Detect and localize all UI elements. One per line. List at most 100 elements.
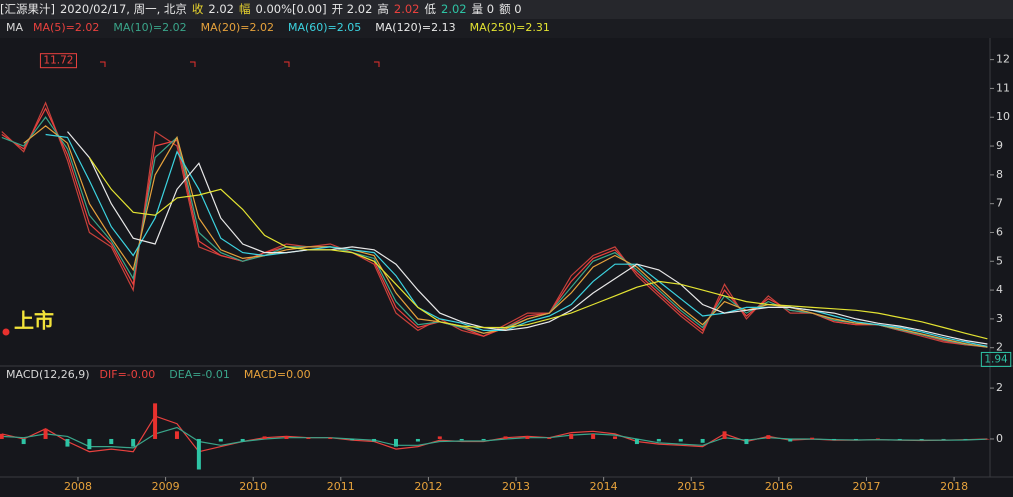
macd-bar [306, 437, 311, 439]
macd-bar [21, 438, 26, 445]
x-tick-label: 2010 [239, 480, 267, 493]
stock-name: [汇源果汁] [0, 2, 55, 16]
y-tick-label: 0 [996, 432, 1003, 445]
x-tick-label: 2012 [414, 480, 442, 493]
y-tick-label: 5 [996, 254, 1003, 267]
macd-bar [919, 438, 924, 440]
macd-bar [394, 438, 398, 447]
x-tick-label: 2016 [765, 480, 793, 493]
macd-bar [481, 438, 486, 441]
macd-bar [832, 438, 837, 441]
legend-entry: DEA=-0.01 [169, 368, 230, 381]
x-tick-label: 2013 [502, 480, 530, 493]
macd-bar [547, 437, 552, 439]
macd-bar [415, 438, 420, 442]
macd-bar [503, 436, 508, 439]
macd-bar [897, 438, 902, 440]
legend-title: MACD(12,26,9) [6, 368, 90, 381]
value: 2.02 [441, 2, 467, 16]
y-tick-label: 12 [996, 53, 1010, 66]
macd-bar [722, 431, 727, 439]
macd-bar [656, 438, 661, 442]
macd-bar [174, 431, 179, 439]
macd-bar [744, 438, 749, 445]
series-line [23, 125, 988, 348]
x-tick-label: 2011 [327, 480, 355, 493]
value: 开 2.02 [331, 2, 373, 16]
annotation: 上市 [14, 309, 54, 333]
series-line [1, 426, 988, 449]
y-tick-label: 11 [996, 81, 1010, 94]
series-line [88, 157, 988, 340]
series-line [67, 131, 988, 345]
macd-bar [941, 438, 946, 440]
series-line [45, 133, 988, 347]
legend-entry: MA(60)=2.05 [288, 21, 361, 34]
macd-bar [985, 438, 990, 440]
extreme-box [980, 351, 1012, 367]
macd-bar [810, 437, 815, 439]
macd-bar [853, 438, 858, 440]
legend-entry: MA(10)=2.02 [113, 21, 186, 34]
extreme-box [39, 53, 77, 69]
x-tick-label: 2008 [64, 480, 92, 493]
macd-bar [788, 438, 793, 442]
value: 0.00%[0.00] [255, 2, 327, 16]
legend-entry: MA(5)=2.02 [33, 21, 99, 34]
macd-bar [240, 438, 245, 442]
macd-bar [525, 436, 530, 439]
y-tick-label: 2 [996, 341, 1003, 354]
y-tick-label: 8 [996, 168, 1003, 181]
event-flags [100, 61, 380, 67]
macd-bar [963, 438, 968, 440]
value: 2.02 [393, 2, 420, 16]
value: 量 0 [471, 2, 495, 16]
macd-bar [875, 438, 880, 439]
macd-bar [109, 438, 114, 445]
label: 低 [424, 2, 437, 16]
macd-bar [328, 437, 333, 439]
series-line [1, 116, 988, 348]
macd-bar [700, 438, 705, 443]
macd-bar [43, 428, 48, 439]
macd-bar [634, 438, 639, 445]
legend-entry: MA(120)=2.13 [375, 21, 455, 34]
macd-bar [65, 438, 70, 447]
macd-bar [678, 438, 683, 442]
x-tick-label: 2017 [852, 480, 880, 493]
macd-bar [262, 436, 267, 439]
macd-bar [372, 438, 377, 442]
macd-bar [87, 438, 92, 450]
quote-header: [汇源果汁] 2020/02/17, 周一, 北京收 2.02 幅 0.00%[0.00… [0, 0, 1013, 19]
macd-bar [131, 438, 136, 447]
y-tick-label: 10 [996, 110, 1010, 123]
legend-entry: MA(250)=2.31 [470, 21, 550, 34]
x-tick-label: 2014 [590, 480, 618, 493]
series-line [1, 107, 988, 348]
legend-entry: MACD=0.00 [244, 368, 311, 381]
value: 2.02 [208, 2, 234, 16]
listing-dot [2, 328, 10, 336]
label: 高 [377, 2, 389, 16]
legend-entry: DIF=-0.00 [100, 368, 156, 381]
macd-bar [218, 438, 223, 442]
x-tick-label: 2015 [677, 480, 705, 493]
macd-bar [0, 433, 4, 439]
y-tick-label: 3 [996, 312, 1003, 325]
macd-bar [569, 433, 574, 439]
extreme-label: 11.72 [43, 55, 73, 67]
legend-bar [0, 19, 1013, 38]
value: 额 0 [499, 2, 522, 16]
label: 收 [191, 2, 204, 16]
macd-bar [350, 438, 355, 441]
y-tick-label: 7 [996, 197, 1003, 210]
legend-title: MA [6, 21, 23, 34]
date: 2020/02/17, 周一, 北京 [59, 2, 187, 16]
y-tick-label: 6 [996, 225, 1003, 238]
label: 幅 [239, 2, 251, 16]
legend-entry: MA(20)=2.02 [201, 21, 274, 34]
x-tick-label: 2018 [940, 480, 968, 493]
macd-bar [459, 438, 464, 441]
